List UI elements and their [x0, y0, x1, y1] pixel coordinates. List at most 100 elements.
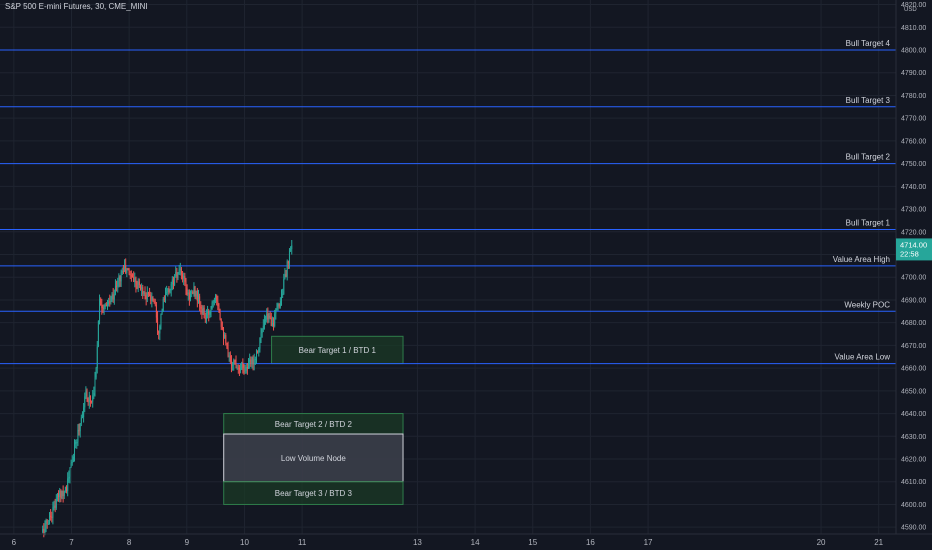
candle-body [238, 367, 240, 370]
candle-body [188, 292, 190, 300]
candle-body [75, 442, 77, 444]
candle-body [230, 361, 232, 366]
candle-body [243, 367, 245, 372]
candle-body [69, 467, 71, 477]
candle-body [151, 296, 153, 301]
candle-body [136, 286, 138, 289]
candle-body [114, 285, 116, 295]
candle-body [191, 291, 193, 293]
candle-body [237, 367, 239, 369]
candle-body [220, 319, 222, 327]
candle-body [174, 276, 176, 285]
candle-body [233, 359, 235, 365]
candle-body [105, 304, 107, 306]
candle-body [157, 317, 159, 332]
candle-body [287, 261, 289, 264]
candle-body [228, 355, 230, 357]
candle-body [95, 367, 97, 378]
candle-body [244, 370, 246, 372]
candle-body [80, 417, 82, 424]
price-tick-label: 4660.00 [901, 366, 926, 373]
time-tick-label: 16 [586, 538, 595, 547]
candle-body [43, 529, 45, 535]
level-label: Value Area High [833, 255, 890, 264]
candle-body [46, 520, 48, 524]
candle-body [223, 329, 225, 339]
level-lines[interactable]: Bull Target 4 Bull Target 3 Bull Target 2 B… [0, 39, 896, 365]
zones[interactable]: Bear Target 1 / BTD 1 Bear Target 2 / BTD… [223, 335, 404, 505]
candle-body [199, 296, 201, 307]
candle-body [159, 326, 161, 334]
level-label: Bull Target 1 [846, 219, 891, 228]
candle-body [250, 359, 252, 364]
candle-body [166, 292, 168, 294]
level-label: Weekly POC [844, 300, 890, 309]
last-price-value: 4714.00 [900, 240, 927, 249]
bear-target-zone[interactable] [223, 481, 404, 505]
candle-body [241, 362, 243, 370]
candle-body [284, 274, 286, 280]
zone-label: Bear Target 1 / BTD 1 [299, 346, 377, 355]
candle-body [109, 301, 111, 303]
zone-label: Low Volume Node [281, 454, 346, 463]
candle-body [270, 317, 272, 326]
time-tick-label: 6 [12, 538, 17, 547]
candle-body [200, 306, 202, 309]
candle-body [91, 401, 93, 403]
candle-body [143, 292, 145, 294]
candle-body [276, 307, 278, 310]
candle-body [67, 478, 69, 492]
candle-body [128, 269, 130, 274]
candle-body [176, 271, 178, 279]
candle-body [177, 273, 179, 279]
candle-body [144, 292, 146, 296]
candle-body [160, 313, 162, 327]
candle-body [271, 323, 273, 326]
candle-body [207, 311, 209, 313]
candle-body [50, 515, 52, 517]
candle-body [155, 304, 157, 318]
candle-body [149, 294, 151, 296]
price-tick-label: 4610.00 [901, 479, 926, 486]
candle-body [179, 268, 181, 270]
price-tick-label: 4780.00 [901, 93, 926, 100]
candle-body [195, 290, 197, 297]
candle-body [77, 429, 79, 442]
candle-body [132, 276, 134, 278]
candle-body [104, 304, 106, 307]
candle-body [248, 362, 250, 369]
candle-body [141, 287, 143, 290]
candle-body [185, 281, 187, 289]
candle-body [201, 308, 203, 314]
candle-body [142, 287, 144, 294]
candle-body [288, 250, 290, 264]
candle-body [96, 346, 98, 368]
candle-body [59, 490, 61, 498]
candle-body [122, 271, 124, 273]
candle-body [249, 359, 251, 363]
time-axis[interactable]: 6 7 8 9 10 11 13 14 15 16 17 20 21 [12, 538, 884, 547]
candle-body [118, 276, 120, 281]
candle-body [235, 362, 237, 368]
candle-body [217, 301, 219, 307]
bear-target-zone[interactable] [271, 335, 404, 365]
candle-body [209, 310, 211, 315]
candle-body [64, 487, 66, 491]
low-volume-node-zone[interactable] [223, 433, 404, 483]
candle-body [108, 301, 110, 305]
candle-body [180, 268, 182, 275]
candle-body [278, 304, 280, 307]
symbol-title: S&P 500 E-mini Futures, 30, CME_MINI [5, 2, 148, 11]
candle-body [76, 441, 78, 443]
candle-body [150, 295, 152, 301]
candle-body [70, 463, 72, 468]
candle-body [286, 261, 288, 277]
price-tick-label: 4650.00 [901, 388, 926, 395]
time-tick-label: 11 [298, 538, 307, 547]
candle-body [81, 417, 83, 419]
candle-body [129, 273, 131, 276]
candle-body [213, 299, 215, 302]
